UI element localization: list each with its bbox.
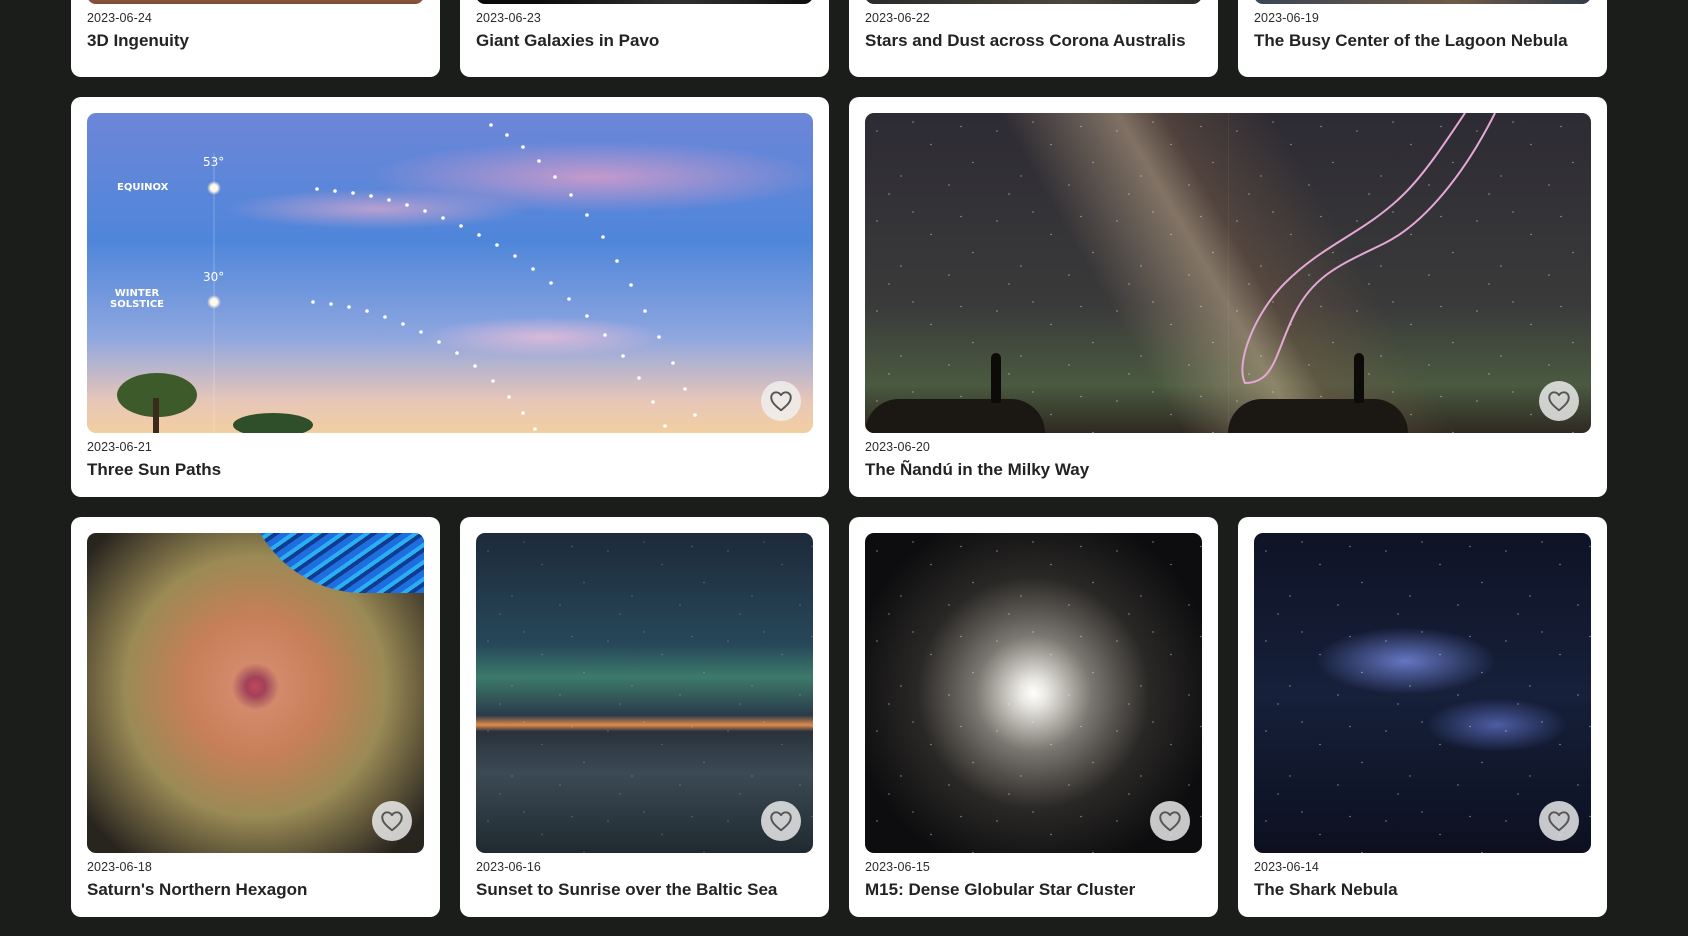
card-image[interactable] — [865, 0, 1202, 4]
gallery-card[interactable]: 2023-06-20 The Ñandú in the Milky Way — [849, 97, 1607, 497]
favorite-button[interactable] — [1539, 381, 1579, 421]
card-image[interactable] — [865, 113, 1591, 433]
card-title[interactable]: The Shark Nebula — [1254, 880, 1398, 899]
card-title[interactable]: Three Sun Paths — [87, 460, 222, 479]
card-date: 2023-06-15 — [865, 860, 930, 874]
card-date: 2023-06-21 — [87, 440, 152, 454]
winter-solstice-label: WINTER SOLSTICE — [110, 288, 164, 310]
winter-angle-label: 30° — [203, 270, 225, 284]
card-image[interactable] — [87, 533, 424, 853]
gallery-card[interactable]: 2023-06-22 Stars and Dust across Corona … — [849, 0, 1218, 77]
heart-icon — [1159, 811, 1181, 832]
card-title[interactable]: Saturn's Northern Hexagon — [87, 880, 308, 899]
person-silhouette — [1354, 353, 1364, 403]
card-image[interactable] — [1254, 0, 1591, 4]
card-title[interactable]: Sunset to Sunrise over the Baltic Sea — [476, 880, 778, 899]
card-title[interactable]: Giant Galaxies in Pavo — [476, 31, 660, 50]
equinox-angle-label: 53° — [203, 155, 225, 169]
favorite-button[interactable] — [1539, 801, 1579, 841]
heart-icon — [381, 811, 403, 832]
card-date: 2023-06-16 — [476, 860, 541, 874]
gallery-card[interactable]: 2023-06-14 The Shark Nebula — [1238, 517, 1607, 917]
card-image[interactable] — [87, 0, 424, 4]
gallery-card[interactable]: 2023-06-15 M15: Dense Globular Star Clus… — [849, 517, 1218, 917]
favorite-button[interactable] — [372, 801, 412, 841]
gallery-card[interactable]: 2023-06-18 Saturn's Northern Hexagon — [71, 517, 440, 917]
favorite-button[interactable] — [1150, 801, 1190, 841]
card-image[interactable] — [476, 0, 813, 4]
gallery-card[interactable]: 2023-06-24 3D Ingenuity — [71, 0, 440, 77]
gallery-card[interactable]: 53° EQUINOX 30° WINTER SOLSTICE 2023-06-… — [71, 97, 829, 497]
gallery-card[interactable]: 2023-06-19 The Busy Center of the Lagoon… — [1238, 0, 1607, 77]
card-date: 2023-06-18 — [87, 860, 152, 874]
card-title[interactable]: The Ñandú in the Milky Way — [865, 460, 1090, 479]
gallery-card[interactable]: 2023-06-23 Giant Galaxies in Pavo — [460, 0, 829, 77]
card-title[interactable]: M15: Dense Globular Star Cluster — [865, 880, 1136, 899]
card-image[interactable]: 53° EQUINOX 30° WINTER SOLSTICE — [87, 113, 813, 433]
card-image[interactable] — [865, 533, 1202, 853]
gallery-card[interactable]: 2023-06-16 Sunset to Sunrise over the Ba… — [460, 517, 829, 917]
equinox-label: EQUINOX — [117, 182, 169, 193]
heart-icon — [1548, 811, 1570, 832]
card-title[interactable]: The Busy Center of the Lagoon Nebula — [1254, 31, 1568, 50]
card-title[interactable]: Stars and Dust across Corona Australis — [865, 31, 1186, 50]
image-divider — [1228, 113, 1229, 433]
card-image[interactable] — [476, 533, 813, 853]
sun-paths-overlay — [117, 123, 697, 433]
card-date: 2023-06-14 — [1254, 860, 1319, 874]
person-silhouette — [991, 353, 1001, 403]
favorite-button[interactable] — [761, 381, 801, 421]
card-title[interactable]: 3D Ingenuity — [87, 31, 190, 50]
heart-icon — [1548, 391, 1570, 412]
card-date: 2023-06-19 — [1254, 11, 1319, 25]
rock-silhouette — [865, 399, 1045, 433]
heart-icon — [770, 391, 792, 412]
card-date: 2023-06-20 — [865, 440, 930, 454]
nandu-outline — [1241, 113, 1496, 385]
rock-silhouette — [1228, 399, 1408, 433]
card-date: 2023-06-24 — [87, 11, 152, 25]
card-date: 2023-06-22 — [865, 11, 930, 25]
card-image[interactable] — [1254, 533, 1591, 853]
sun-marker — [207, 181, 221, 195]
card-date: 2023-06-23 — [476, 11, 541, 25]
heart-icon — [770, 811, 792, 832]
sun-marker — [207, 295, 221, 309]
favorite-button[interactable] — [761, 801, 801, 841]
